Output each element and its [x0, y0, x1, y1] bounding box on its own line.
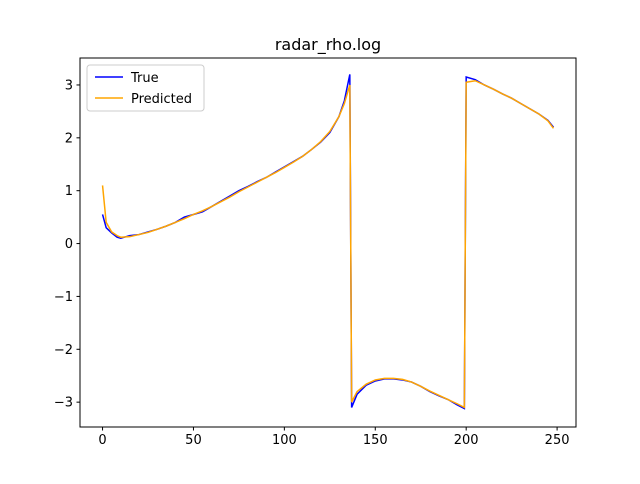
chart-title: radar_rho.log — [275, 35, 381, 55]
y-tick-label: 0 — [65, 237, 73, 252]
x-tick-label: 50 — [185, 433, 202, 448]
legend: True Predicted — [86, 64, 205, 112]
y-tick-label: 3 — [65, 78, 73, 93]
x-tick-label: 100 — [272, 433, 297, 448]
axes-frame — [79, 57, 577, 428]
x-tick-label: 250 — [545, 433, 570, 448]
y-tick-label: 2 — [65, 131, 73, 146]
y-tick-label: −2 — [54, 343, 73, 358]
legend-label: True — [130, 71, 159, 86]
legend-label: Predicted — [131, 92, 192, 107]
y-tick-label: −1 — [54, 290, 73, 305]
series-line — [101, 79, 555, 409]
y-tick-label: −3 — [54, 396, 73, 411]
x-tick-label: 200 — [454, 433, 479, 448]
x-tick-label: 0 — [98, 433, 106, 448]
x-tick-label: 150 — [363, 433, 388, 448]
y-tick-label: 1 — [65, 184, 73, 199]
plot-area — [101, 74, 555, 410]
